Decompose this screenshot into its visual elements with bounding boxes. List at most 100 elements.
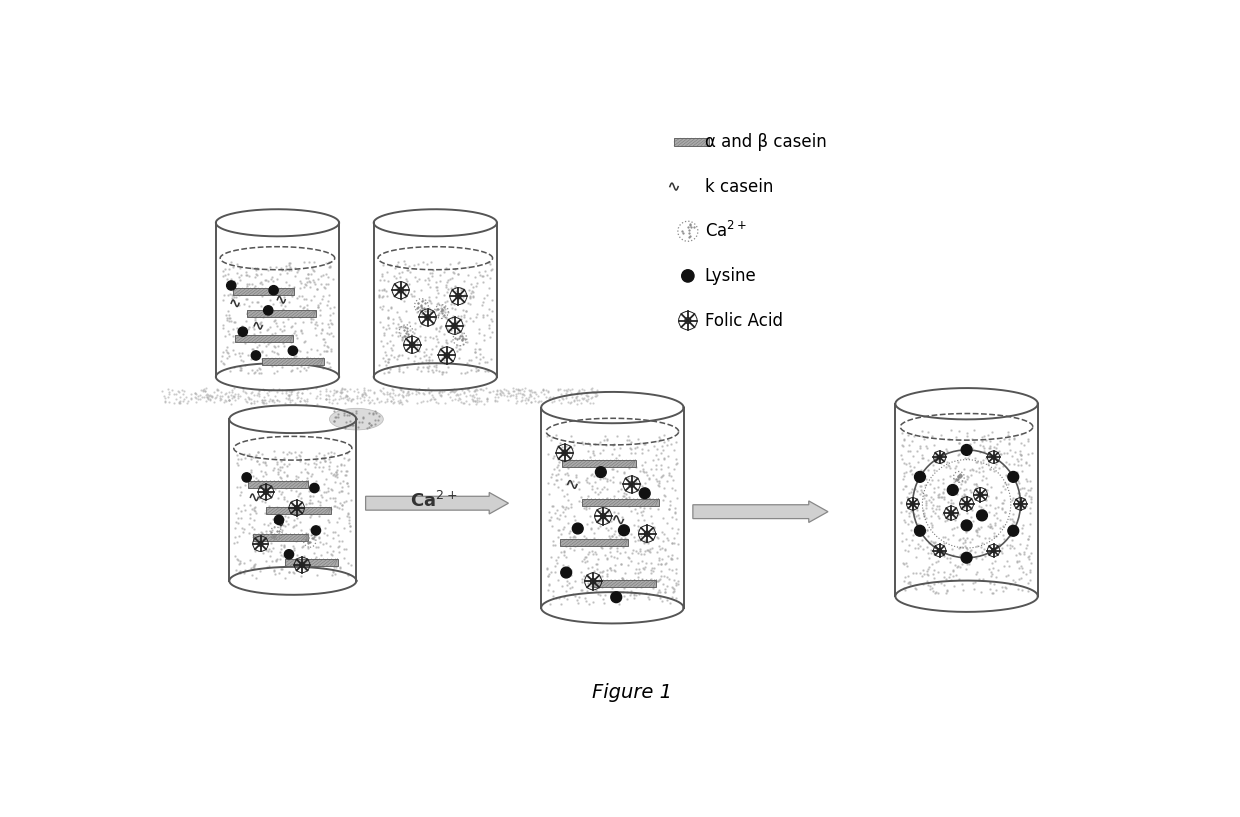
Point bbox=[898, 444, 918, 458]
Point bbox=[565, 513, 585, 526]
Point bbox=[326, 468, 346, 481]
Point bbox=[923, 430, 942, 443]
Point bbox=[247, 448, 267, 461]
Point bbox=[906, 550, 926, 563]
Point bbox=[239, 300, 259, 313]
Point bbox=[290, 345, 310, 358]
Point bbox=[915, 494, 935, 507]
Point bbox=[309, 558, 329, 571]
Point bbox=[941, 488, 961, 501]
Bar bbox=[248, 480, 309, 488]
Point bbox=[665, 583, 684, 596]
Point bbox=[634, 504, 653, 517]
Point bbox=[970, 500, 990, 513]
Point bbox=[321, 343, 341, 356]
Point bbox=[330, 393, 350, 406]
Point bbox=[367, 392, 387, 405]
Point bbox=[986, 583, 1006, 596]
Point bbox=[547, 504, 567, 517]
Point bbox=[279, 391, 299, 404]
Point bbox=[892, 497, 911, 510]
Point bbox=[924, 585, 944, 598]
Point bbox=[286, 386, 306, 399]
Point bbox=[939, 571, 959, 584]
Point bbox=[234, 503, 254, 516]
Point bbox=[578, 437, 598, 450]
Point bbox=[641, 566, 661, 579]
Point bbox=[470, 352, 490, 365]
Point bbox=[324, 499, 343, 512]
Point bbox=[920, 543, 940, 556]
Point bbox=[197, 387, 217, 400]
Point bbox=[374, 346, 394, 359]
Point bbox=[423, 269, 443, 282]
Point bbox=[285, 324, 305, 337]
Point bbox=[900, 460, 920, 473]
Point bbox=[213, 270, 233, 283]
Point bbox=[264, 306, 284, 319]
Point bbox=[306, 453, 326, 467]
Point bbox=[346, 406, 366, 419]
Point bbox=[627, 534, 647, 547]
Point bbox=[326, 466, 346, 479]
Point bbox=[899, 518, 919, 531]
Point bbox=[396, 257, 415, 270]
Point bbox=[574, 391, 594, 404]
Point bbox=[258, 544, 278, 557]
Point bbox=[443, 384, 463, 397]
Point bbox=[997, 582, 1017, 595]
Point bbox=[598, 506, 618, 519]
Point bbox=[914, 492, 934, 505]
Point bbox=[1002, 449, 1022, 462]
Point bbox=[596, 568, 616, 581]
Point bbox=[309, 483, 329, 496]
Point bbox=[294, 256, 314, 269]
Point bbox=[383, 270, 403, 283]
Point bbox=[658, 502, 678, 515]
Point bbox=[311, 270, 331, 283]
Point bbox=[980, 517, 999, 530]
Point bbox=[310, 388, 330, 401]
Point bbox=[250, 308, 270, 321]
Point bbox=[428, 333, 448, 346]
Point bbox=[577, 531, 596, 544]
Point bbox=[975, 542, 994, 556]
Point bbox=[387, 352, 407, 365]
Point bbox=[972, 537, 992, 550]
Point bbox=[236, 395, 255, 408]
Point bbox=[314, 477, 334, 490]
Point bbox=[272, 487, 291, 500]
Point bbox=[305, 524, 325, 537]
Point bbox=[466, 362, 486, 375]
Point bbox=[657, 531, 677, 544]
Point bbox=[258, 284, 278, 297]
Point bbox=[931, 491, 951, 504]
Point bbox=[425, 360, 445, 373]
Point bbox=[646, 472, 666, 485]
Point bbox=[945, 476, 965, 489]
Point bbox=[281, 383, 301, 396]
Point bbox=[304, 457, 324, 470]
Point bbox=[990, 513, 1009, 526]
Point bbox=[898, 428, 918, 441]
Point bbox=[234, 447, 254, 460]
Point bbox=[465, 383, 485, 396]
Point bbox=[630, 562, 650, 575]
Point bbox=[244, 389, 264, 402]
Point bbox=[419, 273, 439, 286]
Point bbox=[284, 520, 304, 533]
Point bbox=[934, 483, 954, 496]
Point bbox=[414, 384, 434, 397]
Point bbox=[971, 520, 991, 534]
Point bbox=[914, 489, 934, 502]
Point bbox=[585, 545, 605, 558]
Point bbox=[910, 539, 930, 552]
Point bbox=[197, 391, 217, 404]
Point bbox=[278, 494, 298, 507]
Point bbox=[373, 329, 393, 342]
Point bbox=[281, 263, 301, 276]
Point bbox=[603, 463, 622, 476]
Point bbox=[312, 491, 332, 504]
Point bbox=[616, 524, 636, 537]
Point bbox=[244, 559, 264, 572]
